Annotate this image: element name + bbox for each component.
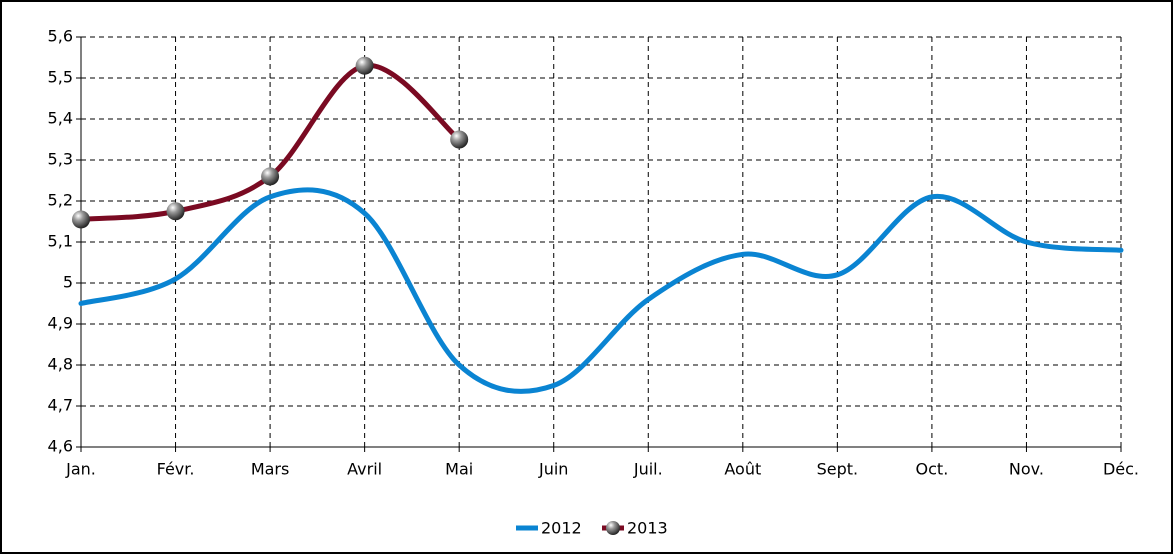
x-tick-label: Sept. <box>817 460 859 479</box>
x-tick-label: Mars <box>251 460 290 479</box>
point-marker <box>261 167 280 186</box>
y-tick-label: 4,7 <box>48 396 73 415</box>
y-tick-label: 4,9 <box>48 314 73 333</box>
x-tick-label: Août <box>724 460 761 479</box>
x-tick-label: Jan. <box>65 460 96 479</box>
y-tick-label: 5,4 <box>48 109 73 128</box>
y-tick-label: 5,1 <box>48 232 73 251</box>
x-tick-label: Déc. <box>1103 460 1139 479</box>
legend-label: 2012 <box>541 519 582 538</box>
x-tick-label: Juin <box>538 460 568 479</box>
y-tick-label: 4,6 <box>48 437 73 456</box>
x-tick-label: Juil. <box>633 460 663 479</box>
series-line <box>78 187 1124 394</box>
x-tick-label: Févr. <box>157 460 195 479</box>
x-tick-label: Avril <box>347 460 382 479</box>
y-tick-label: 5,2 <box>48 191 73 210</box>
point-marker <box>166 202 185 221</box>
x-tick-label: Nov. <box>1009 460 1044 479</box>
y-tick-label: 5,3 <box>48 150 73 169</box>
legend-label: 2013 <box>627 519 668 538</box>
x-tick-label: Oct. <box>916 460 949 479</box>
x-tick-label: Mai <box>445 460 473 479</box>
y-tick-label: 5,6 <box>48 27 73 46</box>
y-tick-label: 5 <box>63 273 73 292</box>
point-marker <box>72 210 90 229</box>
point-marker <box>355 56 374 75</box>
y-tick-label: 5,5 <box>48 68 73 87</box>
legend-marker <box>606 521 620 535</box>
point-marker <box>450 130 469 149</box>
y-tick-label: 4,8 <box>48 355 73 374</box>
series-line <box>78 63 462 222</box>
